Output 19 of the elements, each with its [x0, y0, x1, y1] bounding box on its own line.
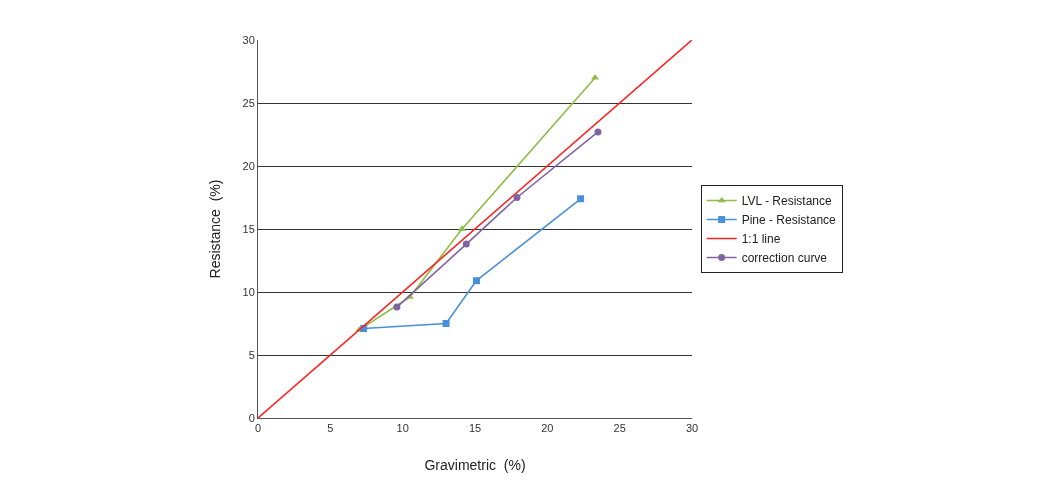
legend-label: correction curve [741, 251, 828, 266]
x-tick-label: 15 [468, 422, 482, 435]
x-tick-label: 20 [541, 422, 554, 435]
legend-label: Pine - Resistance [741, 213, 837, 228]
y-tick-label: 25 [242, 96, 255, 109]
y-tick-label: 0 [248, 411, 255, 424]
y-tick-label: 20 [242, 159, 255, 172]
x-tick-label: 5 [327, 422, 334, 435]
y-tick-label: 10 [242, 285, 255, 298]
y-axis-title: Resistance (%) [207, 179, 223, 279]
x-tick-label: 30 [685, 422, 699, 435]
x-axis-title: Gravimetric (%) [424, 457, 526, 473]
x-tick-label: 25 [613, 422, 626, 435]
y-tick-label: 15 [242, 222, 255, 235]
legend-label: 1:1 line [741, 232, 781, 247]
x-tick-label: 10 [396, 422, 409, 435]
y-tick-label: 30 [242, 33, 255, 46]
y-tick-label: 5 [248, 348, 255, 361]
legend-label: LVL - Resistance [741, 194, 833, 209]
